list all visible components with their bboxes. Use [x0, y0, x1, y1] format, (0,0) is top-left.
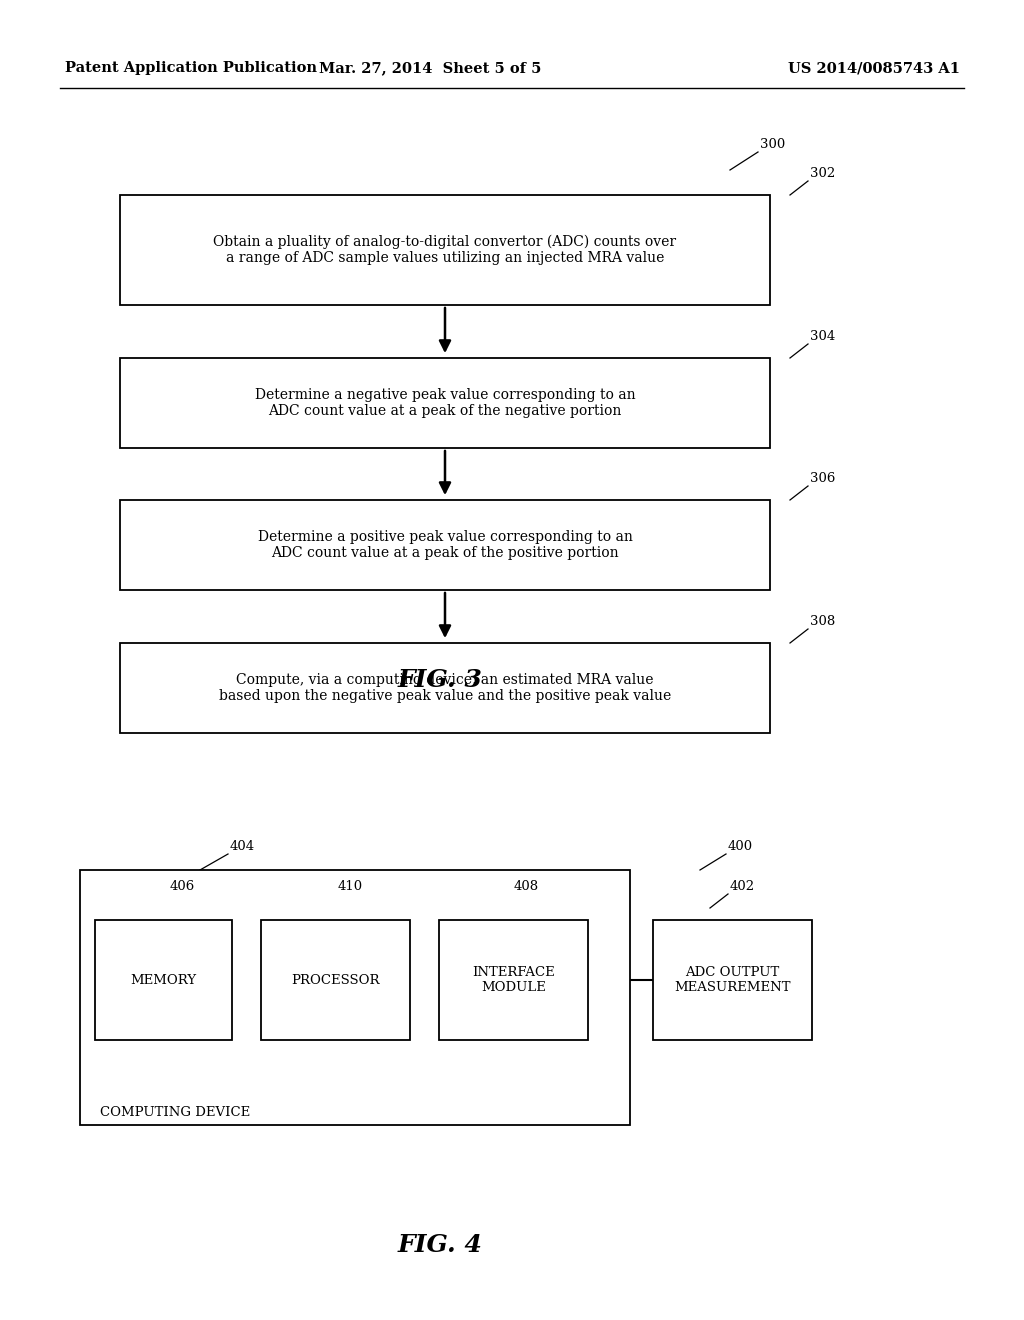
- Text: Compute, via a computing device, an estimated MRA value
based upon the negative : Compute, via a computing device, an esti…: [219, 673, 671, 704]
- Text: COMPUTING DEVICE: COMPUTING DEVICE: [100, 1106, 250, 1118]
- Text: 302: 302: [810, 168, 836, 180]
- Text: 410: 410: [338, 880, 364, 894]
- Text: Determine a negative peak value corresponding to an
ADC count value at a peak of: Determine a negative peak value correspo…: [255, 388, 635, 418]
- Bar: [80, 870, 630, 1125]
- Text: ADC OUTPUT
MEASUREMENT: ADC OUTPUT MEASUREMENT: [674, 966, 791, 994]
- Text: PROCESSOR: PROCESSOR: [291, 974, 380, 986]
- Text: Mar. 27, 2014  Sheet 5 of 5: Mar. 27, 2014 Sheet 5 of 5: [318, 61, 542, 75]
- Bar: [653, 920, 812, 1040]
- Text: 400: 400: [728, 840, 753, 853]
- Text: 408: 408: [514, 880, 539, 894]
- Text: MEMORY: MEMORY: [130, 974, 197, 986]
- Bar: [120, 195, 770, 305]
- Text: 300: 300: [760, 139, 785, 150]
- Bar: [439, 920, 588, 1040]
- Text: FIG. 3: FIG. 3: [397, 668, 482, 692]
- Bar: [120, 500, 770, 590]
- Text: 306: 306: [810, 473, 836, 484]
- Text: FIG. 4: FIG. 4: [397, 1233, 482, 1257]
- Bar: [120, 358, 770, 447]
- Text: Determine a positive peak value corresponding to an
ADC count value at a peak of: Determine a positive peak value correspo…: [258, 529, 633, 560]
- Text: 308: 308: [810, 615, 836, 628]
- Text: 406: 406: [170, 880, 196, 894]
- Text: INTERFACE
MODULE: INTERFACE MODULE: [472, 966, 555, 994]
- Text: Patent Application Publication: Patent Application Publication: [65, 61, 317, 75]
- Text: Obtain a pluality of analog-to-digital convertor (ADC) counts over
a range of AD: Obtain a pluality of analog-to-digital c…: [213, 235, 677, 265]
- Bar: [95, 920, 232, 1040]
- Text: 404: 404: [230, 840, 255, 853]
- Bar: [120, 643, 770, 733]
- Text: US 2014/0085743 A1: US 2014/0085743 A1: [788, 61, 961, 75]
- Text: 402: 402: [730, 880, 755, 894]
- Text: 304: 304: [810, 330, 836, 343]
- Bar: [261, 920, 410, 1040]
